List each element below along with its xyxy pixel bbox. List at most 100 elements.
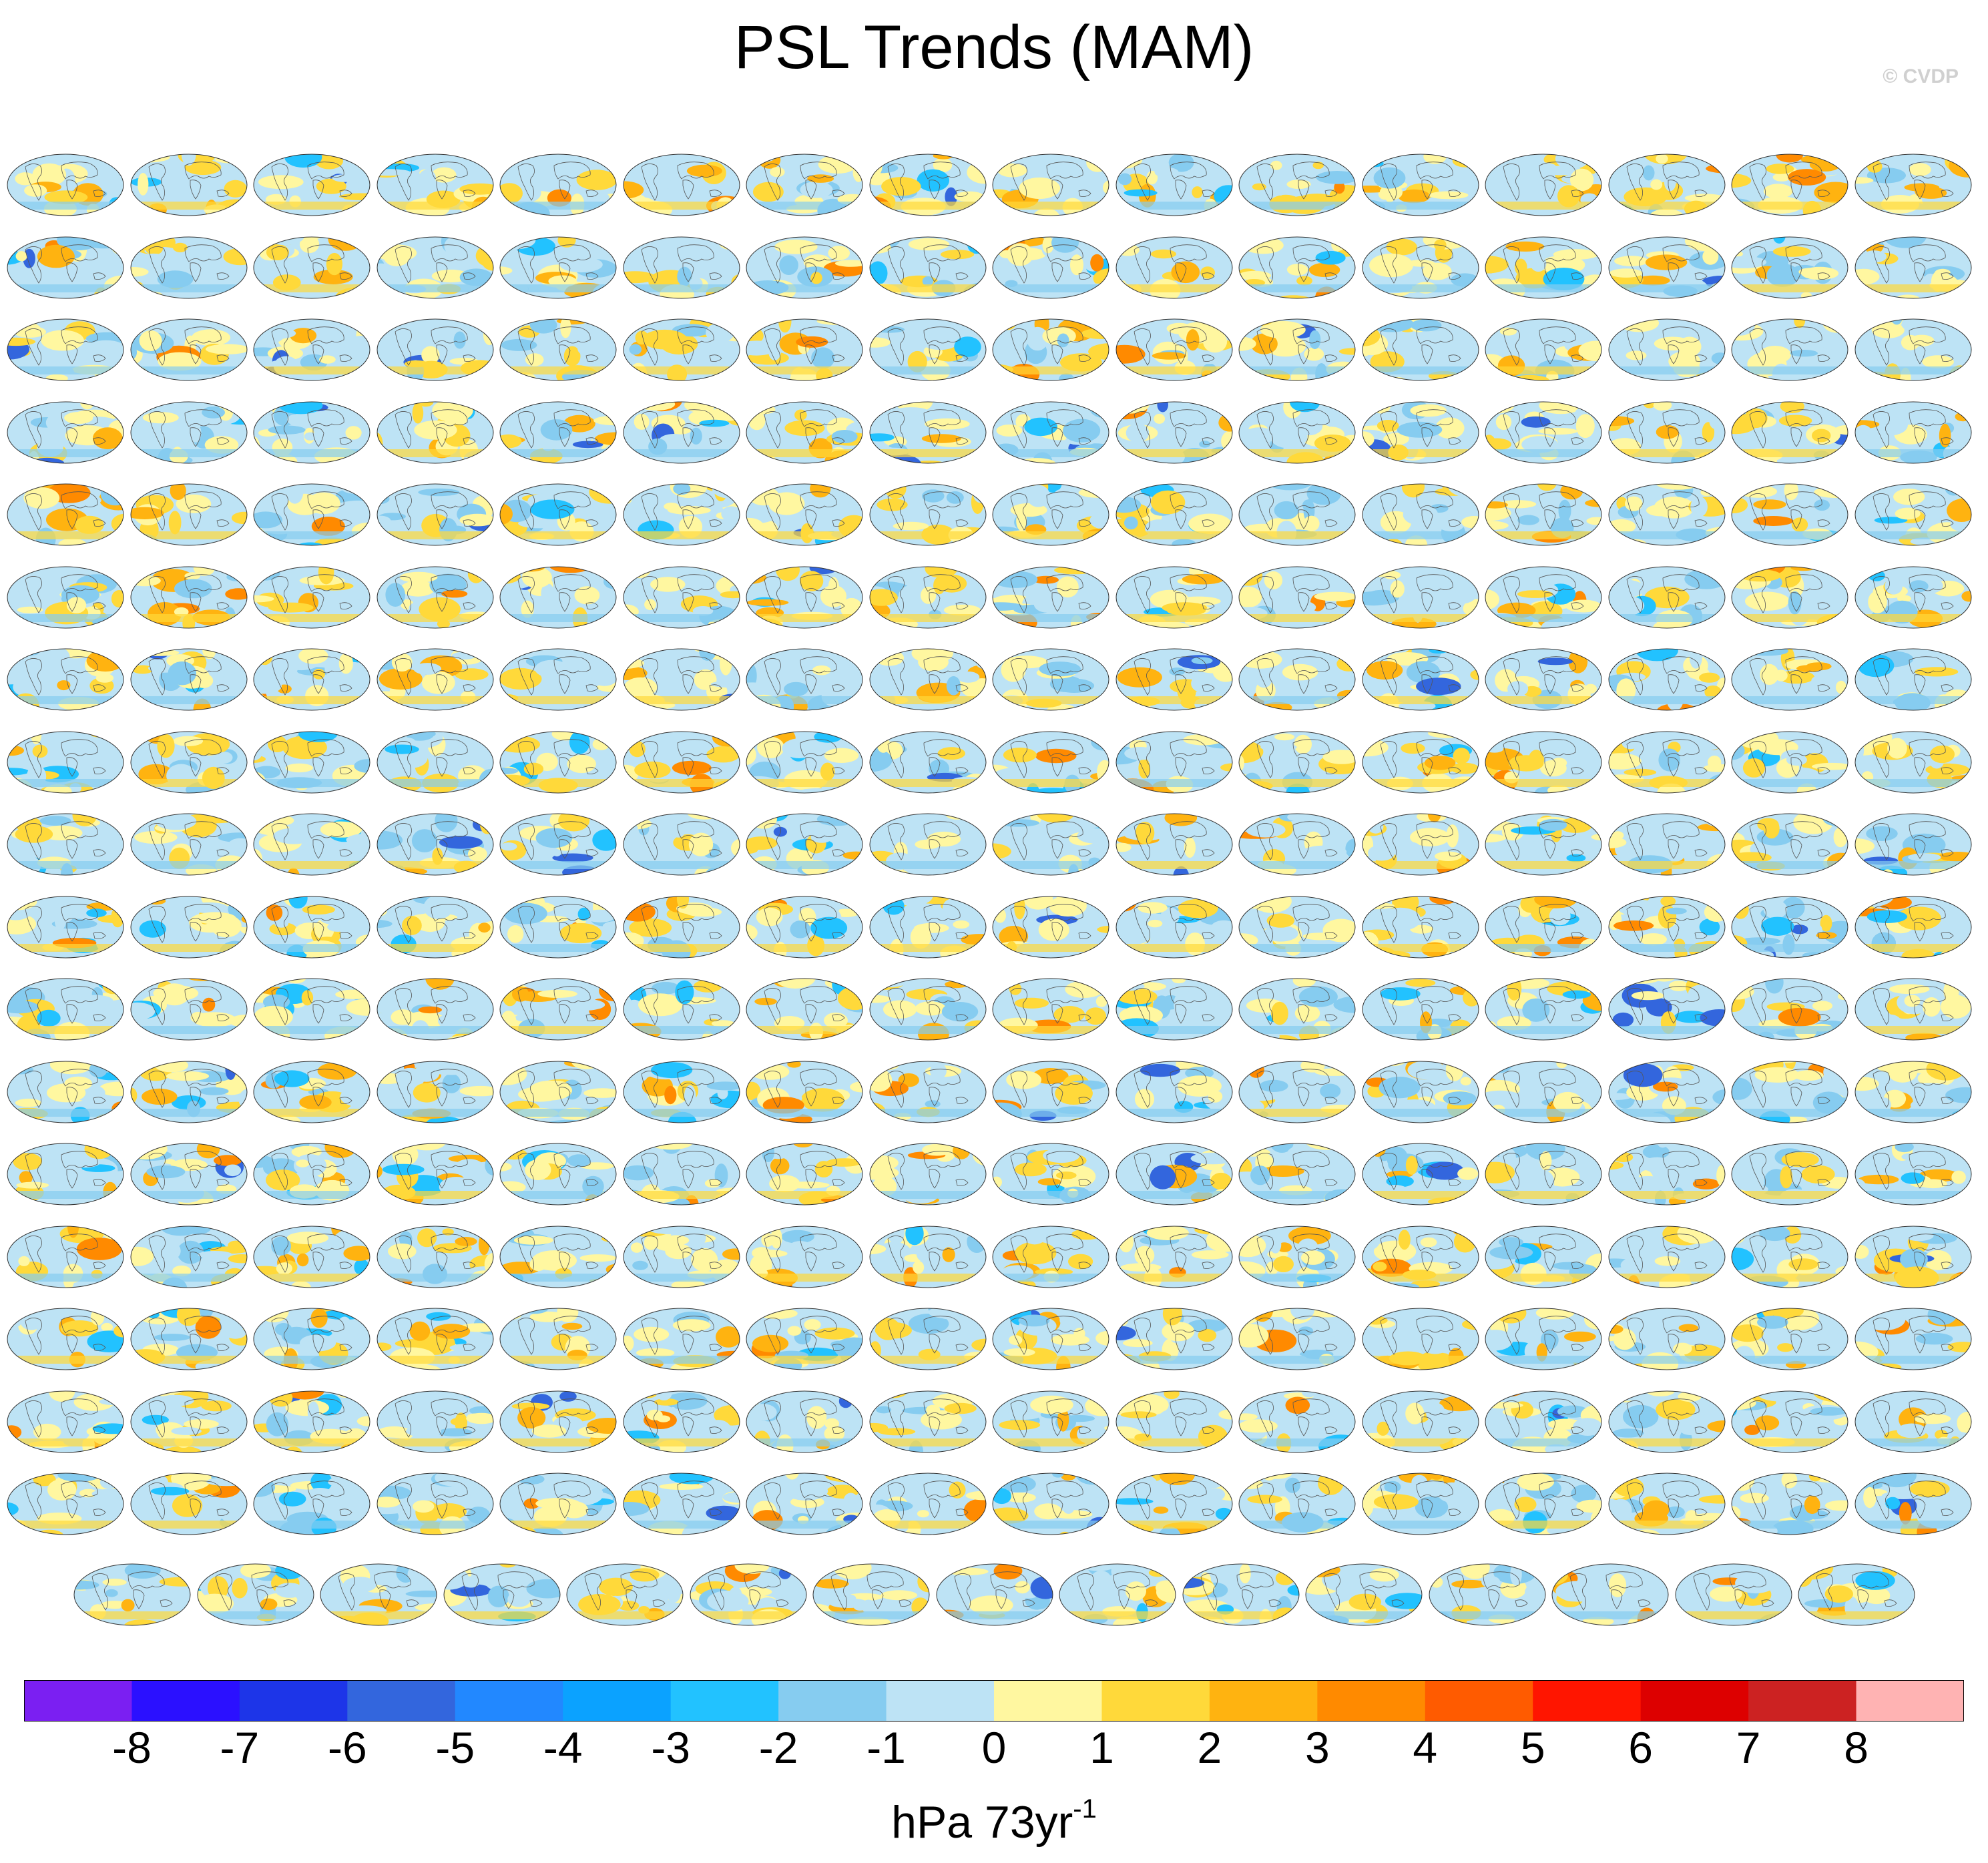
- panel-member-label: [129, 636, 249, 643]
- trend-map-panel: [498, 223, 618, 302]
- trend-anomaly-blob: [893, 521, 929, 531]
- coastlines: [148, 244, 230, 284]
- trend-anomaly-blob: [1744, 408, 1768, 428]
- trend-anomaly-blob: [176, 494, 211, 513]
- trend-map-panel: [129, 882, 249, 961]
- trend-anomaly-blob: [156, 734, 175, 758]
- trend-anomaly-blob: [1611, 831, 1624, 840]
- trend-map-panel: [744, 1047, 864, 1126]
- trend-map-panel: [5, 1129, 126, 1208]
- trend-map-panel: [622, 223, 742, 302]
- trend-map-panel: [622, 965, 742, 1043]
- southern-ocean-band: [746, 696, 862, 704]
- trend-anomaly-blob: [1334, 1119, 1355, 1123]
- robinson-map: [746, 236, 863, 298]
- trend-anomaly-blob: [454, 1236, 477, 1246]
- panel-member-label: [622, 1214, 742, 1220]
- coastlines: [641, 821, 722, 860]
- panel-member-label: [1114, 966, 1234, 973]
- map-border: [1731, 318, 1848, 381]
- robinson-map: [1238, 1143, 1356, 1206]
- southern-ocean-band: [1732, 366, 1848, 374]
- trend-anomaly-blob: [1036, 814, 1075, 823]
- trend-anomaly-blob: [1461, 516, 1479, 529]
- southern-ocean-band: [1362, 1191, 1479, 1199]
- trend-anomaly-blob: [1340, 374, 1355, 380]
- map-border: [1731, 566, 1848, 628]
- trend-anomaly-blob: [445, 484, 463, 492]
- robinson-map: [130, 1061, 247, 1123]
- southern-ocean-band: [130, 1026, 247, 1034]
- southern-ocean-band: [1362, 1108, 1479, 1117]
- robinson-map: [746, 1061, 863, 1123]
- trend-anomaly-blob: [635, 330, 648, 345]
- southern-ocean-band: [1239, 449, 1355, 457]
- robinson-map: [1731, 896, 1848, 958]
- coastlines: [1873, 162, 1954, 201]
- trend-map-panel: [1237, 470, 1357, 549]
- robinson-map: [1731, 236, 1848, 298]
- robinson-map: [1608, 731, 1725, 793]
- map-border: [499, 813, 617, 876]
- map-border: [1115, 648, 1232, 711]
- trend-map-panel: [622, 882, 742, 961]
- trend-anomaly-blob: [157, 270, 193, 288]
- trend-anomaly-blob: [342, 336, 370, 351]
- robinson-map: [1115, 483, 1232, 546]
- trend-anomaly-blob: [417, 1228, 437, 1247]
- southern-ocean-band: [7, 1273, 123, 1282]
- trend-anomaly-blob: [471, 979, 493, 988]
- trend-anomaly-blob: [728, 283, 740, 293]
- panel-member-label: [5, 306, 126, 313]
- coastlines: [1010, 573, 1091, 613]
- trend-anomaly-blob: [1055, 1171, 1077, 1179]
- trend-map-panel: [991, 388, 1111, 467]
- coastlines: [148, 162, 230, 201]
- southern-ocean-band: [993, 613, 1109, 622]
- trend-anomaly-blob: [408, 602, 422, 615]
- trend-anomaly-blob: [501, 338, 537, 351]
- panel-member-label: [252, 389, 372, 396]
- trend-anomaly-blob: [1527, 186, 1562, 203]
- coastlines: [25, 326, 106, 366]
- panel-member-label: [1730, 471, 1850, 478]
- trend-anomaly-blob: [1090, 254, 1104, 272]
- robinson-map: [1485, 896, 1602, 958]
- trend-anomaly-blob: [921, 433, 961, 443]
- trend-map-panel: [991, 140, 1111, 219]
- trend-anomaly-blob: [1624, 768, 1656, 776]
- trend-anomaly-blob: [1593, 695, 1601, 710]
- trend-anomaly-blob: [1046, 704, 1078, 710]
- trend-anomaly-blob: [1270, 425, 1308, 448]
- map-border: [1608, 648, 1725, 711]
- trend-anomaly-blob: [1286, 263, 1308, 276]
- robinson-map: [992, 648, 1109, 711]
- trend-anomaly-blob: [1872, 414, 1908, 435]
- trend-anomaly-blob: [529, 1257, 547, 1271]
- robinson-map: [7, 483, 124, 546]
- trend-anomaly-blob: [130, 953, 152, 958]
- trend-anomaly-blob: [1778, 415, 1812, 427]
- trend-anomaly-blob: [254, 595, 274, 603]
- trend-map-panel: [375, 800, 495, 878]
- coastlines: [271, 738, 352, 778]
- robinson-map: [253, 813, 370, 876]
- panel-member-label: [1237, 1131, 1357, 1137]
- robinson-map: [746, 401, 863, 463]
- trend-anomaly-blob: [39, 816, 71, 826]
- panel-member-label: [1360, 389, 1481, 396]
- coastlines: [1380, 162, 1461, 201]
- southern-ocean-band: [7, 1026, 123, 1034]
- trend-anomaly-blob: [1772, 246, 1811, 257]
- trend-map-panel: [1730, 800, 1850, 878]
- trend-anomaly-blob: [401, 915, 422, 935]
- robinson-map: [1238, 731, 1356, 793]
- trend-anomaly-blob: [869, 833, 881, 847]
- southern-ocean-band: [1608, 861, 1725, 869]
- trend-anomaly-blob: [1405, 979, 1435, 987]
- southern-ocean-band: [1732, 449, 1848, 457]
- trend-anomaly-blob: [184, 571, 200, 579]
- robinson-map: [7, 236, 124, 298]
- panel-member-label: [1483, 142, 1603, 148]
- trend-anomaly-blob: [358, 613, 370, 628]
